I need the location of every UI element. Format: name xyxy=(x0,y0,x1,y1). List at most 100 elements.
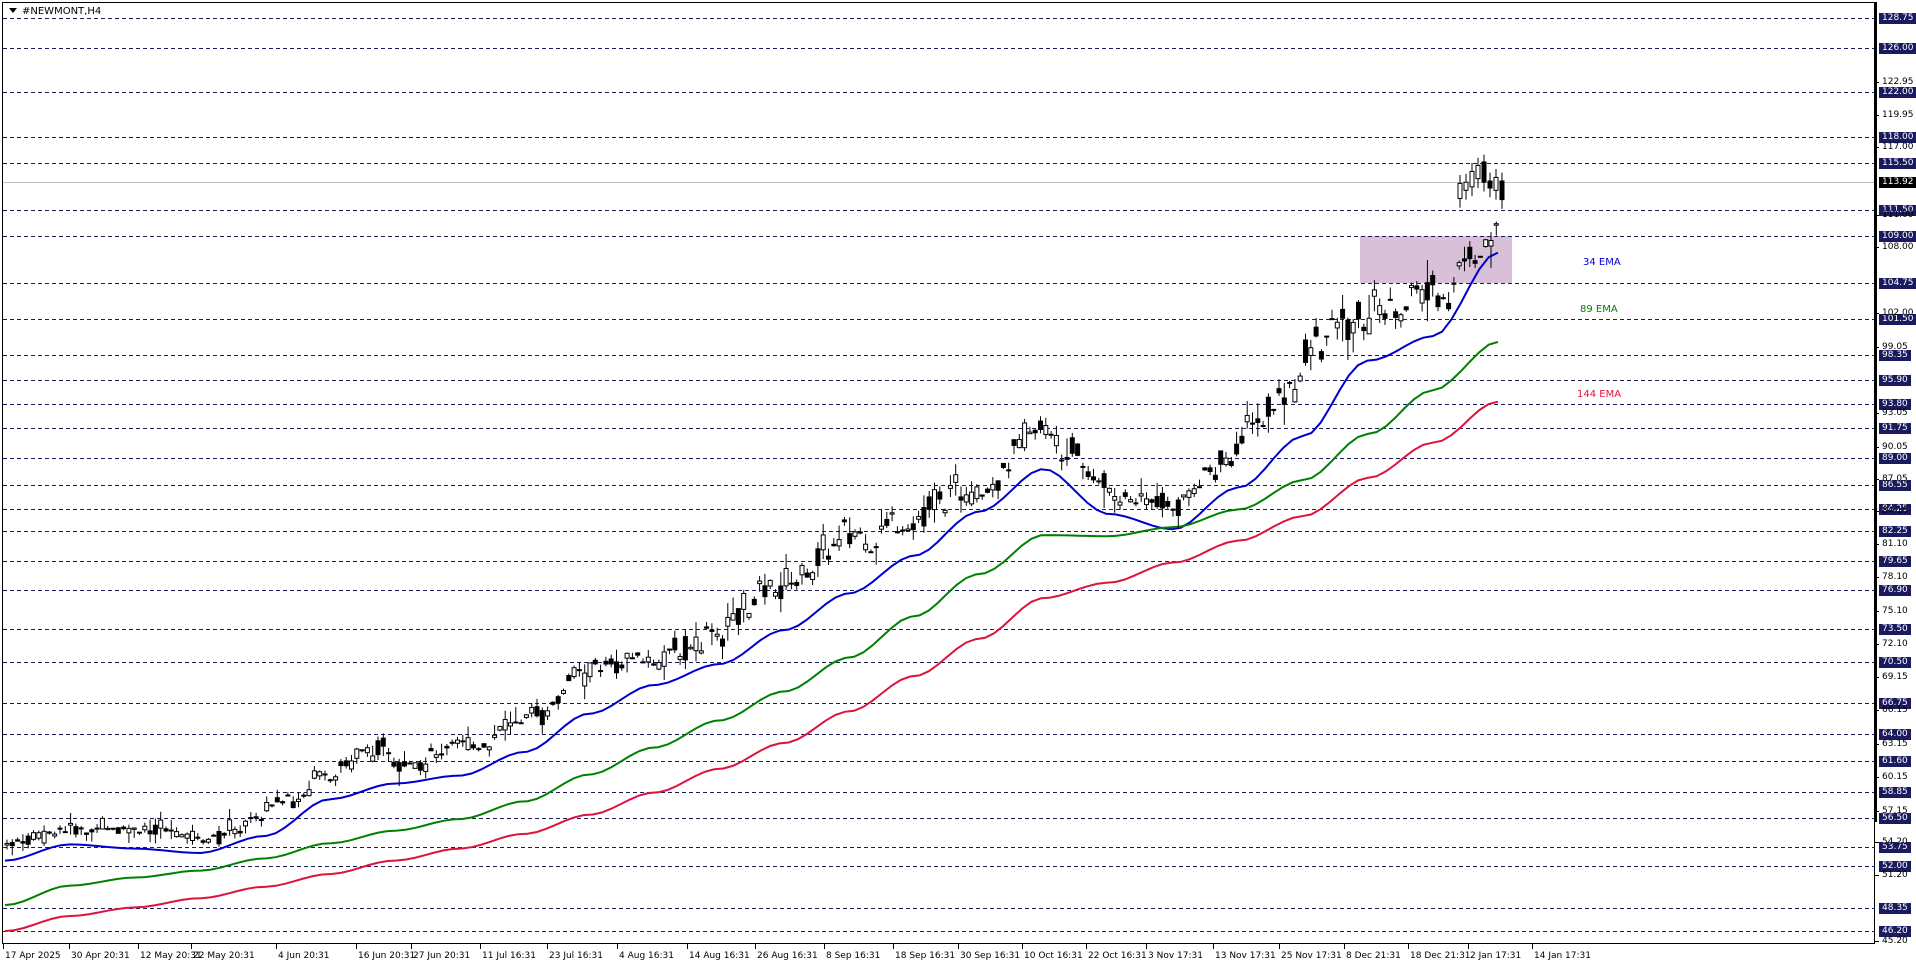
price-tick-label: 90.05 xyxy=(1882,442,1908,452)
candlestick xyxy=(121,825,127,831)
price-tick-label: 99.05 xyxy=(1882,342,1908,352)
dropdown-triangle-icon[interactable] xyxy=(9,8,17,13)
candlestick xyxy=(1000,462,1006,469)
price-tick xyxy=(1875,644,1879,645)
candlestick xyxy=(1281,382,1287,425)
price-tick xyxy=(1875,247,1879,248)
candlestick xyxy=(396,758,402,787)
time-axis[interactable]: 17 Apr 2025 30 Apr 20:31 12 May 20:31 22 Ma… xyxy=(2,944,1875,963)
price-plot[interactable] xyxy=(0,0,1876,945)
price-tick xyxy=(1875,710,1879,711)
time-tick-label: 4 Jun 20:31 xyxy=(278,951,330,961)
price-tick-label: 122.95 xyxy=(1882,77,1914,87)
price-tick-label: 66.15 xyxy=(1882,705,1908,715)
candlestick xyxy=(1451,277,1457,293)
candlestick xyxy=(1122,489,1128,500)
candlestick xyxy=(179,833,185,838)
candlestick xyxy=(423,757,429,779)
price-tick-label: 84.10 xyxy=(1882,506,1908,516)
candlestick xyxy=(614,649,619,679)
time-tick-label: 11 Jul 16:31 xyxy=(482,951,536,961)
price-tick xyxy=(1875,811,1879,812)
candlestick xyxy=(264,796,270,812)
time-tick xyxy=(276,944,277,949)
level-price-label: 115.50 xyxy=(1879,157,1916,169)
candlestick xyxy=(1382,309,1388,326)
candlestick xyxy=(847,517,853,549)
candlestick xyxy=(635,652,641,658)
level-price-label: 111.50 xyxy=(1879,204,1916,216)
candlestick xyxy=(1377,298,1383,324)
candlestick xyxy=(1191,483,1197,498)
ema34-line[interactable] xyxy=(4,251,1499,862)
candlestick xyxy=(137,831,142,835)
candlestick xyxy=(656,659,662,671)
candlestick xyxy=(1138,478,1144,502)
candlestick xyxy=(94,824,100,834)
candlestick xyxy=(979,494,985,500)
candlestick xyxy=(1303,333,1308,366)
time-tick-label: 22 May 20:31 xyxy=(193,951,255,961)
candlestick xyxy=(1366,294,1372,335)
time-tick-label: 27 Jun 20:31 xyxy=(413,951,471,961)
candlestick xyxy=(773,589,778,600)
candlestick xyxy=(720,635,725,660)
price-tick xyxy=(1875,577,1879,578)
price-tick-label: 117.00 xyxy=(1882,142,1914,152)
candlestick xyxy=(1144,492,1149,510)
time-tick xyxy=(1213,944,1214,949)
ema144-line[interactable] xyxy=(4,400,1499,932)
price-tick xyxy=(1875,744,1879,745)
time-tick xyxy=(1468,944,1469,949)
candlestick xyxy=(15,837,21,842)
candlestick xyxy=(841,516,847,526)
ema34-label: 34 EMA xyxy=(1583,257,1621,268)
candlestick xyxy=(958,486,964,513)
price-tick-label: 63.15 xyxy=(1882,739,1908,749)
level-price-label: 52.00 xyxy=(1879,860,1911,872)
candlestick xyxy=(417,760,423,776)
time-tick xyxy=(687,944,688,949)
candlestick xyxy=(1250,412,1255,434)
candlestick xyxy=(873,542,879,565)
candlestick xyxy=(1292,378,1298,403)
candlestick xyxy=(205,837,211,844)
level-price-label: 73.50 xyxy=(1879,623,1911,635)
price-tick xyxy=(1875,611,1879,612)
price-tick-label: 45.20 xyxy=(1882,936,1908,946)
price-tick-label: 102.00 xyxy=(1882,308,1914,318)
candlestick xyxy=(757,576,763,592)
price-tick xyxy=(1875,215,1879,216)
level-price-label: 98.35 xyxy=(1879,349,1911,361)
candlestick xyxy=(1493,169,1499,200)
price-tick xyxy=(1875,313,1879,314)
level-price-label: 53.75 xyxy=(1879,841,1911,853)
time-tick-label: 17 Apr 2025 xyxy=(5,951,61,961)
candlestick xyxy=(598,664,604,678)
time-tick-label: 22 Oct 16:31 xyxy=(1088,951,1147,961)
chart-window[interactable]: #NEWMONT,H4 xyxy=(2,2,1875,944)
candlestick xyxy=(1016,434,1022,449)
candlestick xyxy=(1469,163,1475,197)
ema89-line[interactable] xyxy=(4,340,1499,907)
candlestick xyxy=(9,839,15,856)
candlestick xyxy=(200,839,206,845)
level-price-label: 82.25 xyxy=(1879,525,1911,537)
candlestick xyxy=(391,757,397,769)
chart-title: #NEWMONT,H4 xyxy=(9,6,101,17)
candlestick xyxy=(523,714,529,719)
candlestick xyxy=(1313,317,1319,338)
candlestick xyxy=(762,573,768,605)
candlestick xyxy=(836,525,842,551)
candlestick xyxy=(1483,239,1489,248)
level-price-label: 89.00 xyxy=(1879,452,1911,464)
price-tick xyxy=(1875,147,1879,148)
candlestick xyxy=(407,760,413,765)
time-tick-label: 30 Sep 16:31 xyxy=(960,951,1021,961)
level-price-label: 126.00 xyxy=(1879,42,1916,54)
candlestick xyxy=(439,743,445,760)
price-tick-label: 69.15 xyxy=(1882,672,1908,682)
candlestick xyxy=(243,819,248,834)
candlestick xyxy=(359,749,365,753)
level-price-label: 93.80 xyxy=(1879,398,1911,410)
